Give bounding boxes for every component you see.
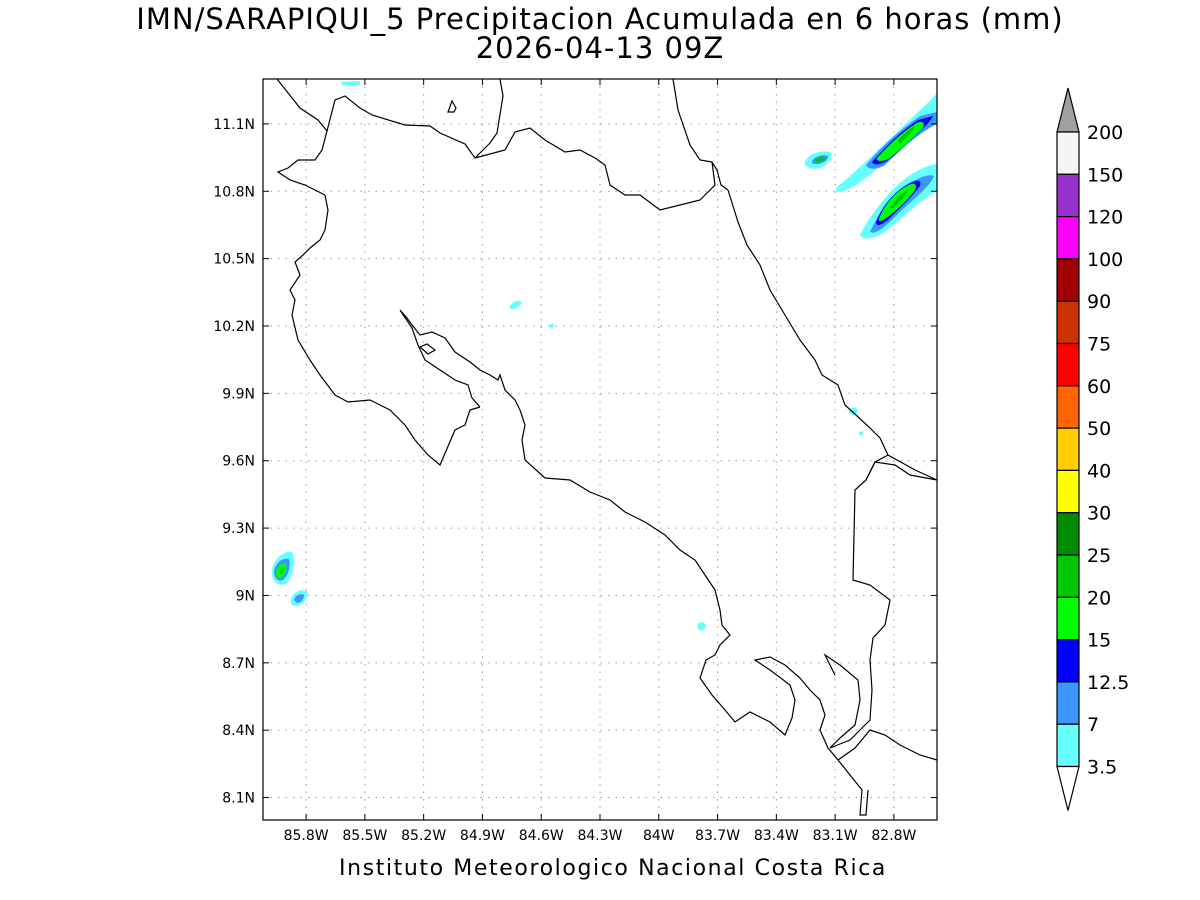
- footer-credit: Instituto Meteorologico Nacional Costa R…: [339, 856, 887, 881]
- colorbar-segment: [1056, 258, 1080, 302]
- gulf-island: [418, 343, 437, 355]
- y-tick-label: 8.4N: [222, 723, 255, 739]
- colorbar-min-triangle: [1056, 765, 1080, 811]
- x-tick-label: 84.6W: [519, 828, 564, 844]
- coastline-nicaragua: [276, 78, 504, 159]
- colorbar-label: 90: [1087, 291, 1111, 313]
- precipitation-areas: [272, 81, 937, 631]
- precip-area-3.5: [849, 407, 858, 415]
- border-north: [474, 127, 729, 211]
- precip-area-20: [898, 126, 915, 144]
- y-tick-label: 11.1N: [213, 117, 255, 133]
- y-tick-label: 9.9N: [222, 386, 255, 402]
- x-tick-label: 85.5W: [342, 828, 387, 844]
- colorbar-segment: [1056, 512, 1080, 556]
- y-tick-label: 9.3N: [222, 521, 255, 537]
- precip-area-3.5: [509, 300, 522, 310]
- colorbar-segment: [1056, 681, 1080, 725]
- x-tick-label: 83.1W: [813, 828, 858, 844]
- map-timestamp: 2026-04-13 09Z: [475, 31, 725, 65]
- colorbar-label: 40: [1087, 460, 1111, 482]
- coastlines: [276, 78, 938, 816]
- colorbar: 200 150 120 100 90 75 60 50 40 30 25 20 15 12.5 7 3.5: [1056, 87, 1129, 811]
- y-tick-label: 8.1N: [222, 791, 255, 807]
- colorbar-label: 200: [1087, 122, 1123, 144]
- precip-area-20: [815, 157, 825, 162]
- precip-area-3.5: [836, 92, 937, 192]
- precip-area-3.5: [341, 81, 360, 85]
- colorbar-segment: [1056, 596, 1080, 641]
- coastline-caribbean: [727, 189, 889, 456]
- colorbar-label: 12.5: [1087, 672, 1129, 694]
- y-axis: 11.1N 10.8N 10.5N 10.2N 9.9N 9.6N 9.3N 9N 8.7N 8.…: [213, 117, 937, 807]
- colorbar-label: 75: [1087, 334, 1111, 356]
- y-tick-label: 9.6N: [222, 454, 255, 470]
- colorbar-label: 20: [1087, 587, 1111, 609]
- x-tick-label: 84.3W: [577, 828, 622, 844]
- colorbar-label: 100: [1087, 249, 1123, 271]
- y-tick-label: 9N: [236, 588, 255, 604]
- precip-area-20: [280, 568, 284, 574]
- x-tick-label: 85.8W: [284, 828, 329, 844]
- coastline-panama-north: [887, 454, 938, 481]
- colorbar-segment: [1056, 173, 1080, 218]
- precip-area-3.5: [859, 431, 863, 435]
- y-tick-label: 10.5N: [213, 252, 255, 268]
- x-tick-label: 84W: [643, 828, 675, 844]
- colorbar-label: 3.5: [1087, 757, 1117, 779]
- colorbar-label: 30: [1087, 503, 1111, 525]
- colorbar-label: 120: [1087, 207, 1123, 229]
- precip-area-7: [294, 594, 304, 603]
- y-tick-label: 8.7N: [222, 656, 255, 672]
- colorbar-segment: [1056, 385, 1080, 429]
- colorbar-label: 150: [1087, 164, 1123, 186]
- island-outline: [447, 99, 457, 113]
- colorbar-label: 7: [1087, 714, 1099, 736]
- colorbar-segment: [1056, 300, 1080, 345]
- map-panel: 85.8W 85.5W 85.2W 84.9W 84.6W 84.3W 84W 83.7W 83…: [213, 78, 938, 844]
- colorbar-segment: [1056, 342, 1080, 387]
- colorbar-label: 25: [1087, 545, 1111, 567]
- colorbar-label: 60: [1087, 376, 1111, 398]
- coastline-panama-pacific: [837, 729, 938, 761]
- colorbar-label: 50: [1087, 418, 1111, 440]
- colorbar-segment: [1056, 131, 1080, 175]
- colorbar-label: 15: [1087, 630, 1111, 652]
- x-tick-label: 83.7W: [695, 828, 740, 844]
- border-panama: [823, 454, 891, 749]
- coastline-pacific: [399, 309, 839, 761]
- x-tick-label: 84.9W: [460, 828, 505, 844]
- colorbar-segment: [1056, 638, 1080, 683]
- colorbar-segment: [1056, 469, 1080, 514]
- colorbar-segment: [1056, 427, 1080, 472]
- map-background: [263, 79, 937, 820]
- coastline-burica: [837, 759, 869, 816]
- precip-area-3.5: [549, 323, 554, 328]
- colorbar-segment: [1056, 216, 1080, 260]
- y-tick-label: 10.2N: [213, 319, 255, 335]
- x-tick-label: 82.8W: [871, 828, 916, 844]
- coastline-nicoya: [276, 130, 481, 466]
- colorbar-segment: [1056, 723, 1080, 768]
- colorbar-max-triangle: [1056, 87, 1080, 133]
- colorbar-segment: [1056, 554, 1080, 598]
- x-tick-label: 85.2W: [401, 828, 446, 844]
- precip-area-3.5: [697, 622, 706, 631]
- coastline-bocas: [865, 461, 938, 481]
- precip-area-20: [890, 190, 908, 208]
- coastline-nicaragua-caribbean: [672, 78, 713, 163]
- y-tick-label: 10.8N: [213, 184, 255, 200]
- x-tick-label: 83.4W: [754, 828, 799, 844]
- x-axis: 85.8W 85.5W 85.2W 84.9W 84.6W 84.3W 84W 83.7W 83…: [284, 79, 917, 844]
- map-title: IMN/SARAPIQUI_5 Precipitacion Acumulada …: [136, 2, 1064, 36]
